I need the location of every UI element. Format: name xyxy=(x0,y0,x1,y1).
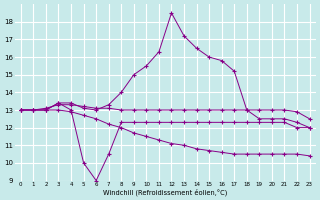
X-axis label: Windchill (Refroidissement éolien,°C): Windchill (Refroidissement éolien,°C) xyxy=(103,188,228,196)
